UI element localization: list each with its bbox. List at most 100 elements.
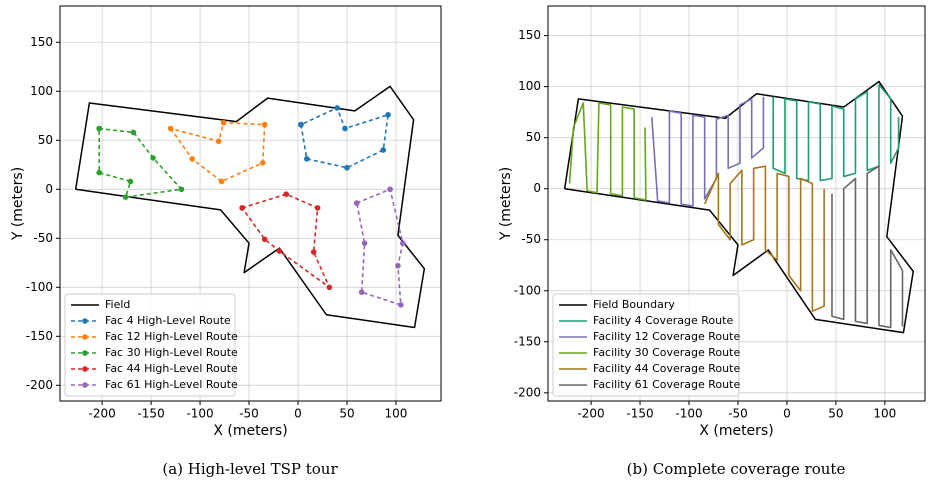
x-tick-label: -50 [239, 407, 259, 421]
x-tick-label: 50 [339, 407, 354, 421]
series-line [650, 96, 765, 207]
marker [259, 160, 266, 166]
x-tick-label: -150 [626, 407, 653, 421]
legend-label: Facility 44 Coverage Route [593, 362, 740, 375]
marker [276, 248, 283, 254]
y-tick-label: -200 [26, 378, 53, 392]
y-tick-label: 0 [533, 181, 541, 195]
y-tick-label: 50 [526, 130, 541, 144]
series-line [703, 165, 825, 312]
marker [215, 138, 222, 145]
series-line [74, 85, 426, 329]
marker [96, 169, 102, 176]
marker [387, 186, 393, 193]
legend-marker [82, 334, 88, 340]
x-tick-label: 0 [783, 407, 791, 421]
marker [314, 205, 321, 211]
legend-label: Facility 12 Coverage Route [593, 330, 740, 343]
y-axis-label: Y (meters) [498, 167, 514, 241]
legend-label: Fac 44 High-Level Route [105, 362, 238, 375]
marker [150, 155, 156, 161]
y-tick-label: 150 [518, 28, 541, 42]
y-tick-label: 100 [30, 84, 53, 98]
marker [398, 302, 404, 308]
marker [342, 125, 348, 132]
legend-label: Fac 30 High-Level Route [105, 346, 238, 359]
y-axis-label: Y (meters) [10, 167, 26, 241]
marker [130, 129, 137, 136]
axes-frame [547, 5, 926, 402]
x-tick-label: -200 [577, 407, 604, 421]
x-axis-label: X (meters) [213, 423, 287, 439]
marker [344, 164, 350, 171]
legend-marker [82, 318, 88, 324]
x-tick-label: -150 [137, 407, 164, 421]
marker [218, 178, 225, 185]
caption: (a) High-level TSP tour [162, 460, 338, 478]
series-line [831, 165, 904, 329]
y-tick-label: -150 [26, 329, 53, 343]
series-line [568, 102, 647, 201]
x-tick-label: -200 [88, 407, 115, 421]
series-line [300, 107, 389, 169]
marker [298, 121, 304, 128]
axes-frame [59, 5, 442, 402]
marker [96, 125, 102, 132]
legend-label: Field Boundary [593, 298, 675, 311]
marker [261, 236, 268, 243]
series-line [241, 193, 331, 289]
x-tick-label: -100 [186, 407, 213, 421]
legend-marker [82, 382, 88, 388]
marker [326, 284, 333, 291]
legend: Field Fac 4 High-Level Route Fac 12 High-L… [64, 293, 238, 397]
x-tick-label: -50 [728, 407, 748, 421]
legend-label: Fac 4 High-Level Route [105, 314, 231, 327]
marker [167, 125, 174, 132]
legend-label: Facility 4 Coverage Route [593, 314, 733, 327]
x-tick-label: 50 [828, 407, 843, 421]
y-tick-label: -100 [26, 280, 53, 294]
legend-box [64, 293, 236, 397]
y-tick-label: 150 [30, 35, 53, 49]
marker [395, 262, 401, 269]
legend-label: Fac 61 High-Level Route [105, 378, 238, 391]
legend-marker [82, 350, 88, 356]
marker [220, 119, 227, 126]
marker [189, 156, 196, 162]
legend: Field Boundary Facility 4 Coverage Route F… [552, 293, 740, 397]
plot: -200 -150 -100 -50 0 50 100 -200 -150 -100 -50 0 50 1… [10, 5, 442, 478]
legend-label: Facility 30 Coverage Route [593, 346, 740, 359]
marker [283, 191, 290, 197]
marker [239, 205, 245, 211]
legend-label: Field [105, 298, 130, 311]
series-line [355, 188, 404, 306]
y-tick-label: 100 [518, 79, 541, 93]
marker [304, 156, 310, 162]
y-tick-label: -50 [521, 232, 541, 246]
marker [353, 200, 360, 206]
marker [380, 147, 387, 153]
x-tick-label: 100 [873, 407, 896, 421]
marker [122, 194, 129, 200]
y-tick-label: -200 [514, 385, 541, 399]
marker [334, 105, 340, 111]
marker [358, 289, 365, 296]
y-tick-label: 50 [38, 133, 53, 147]
marker [310, 249, 317, 255]
legend-marker [82, 366, 88, 372]
series-line [563, 80, 914, 334]
marker [178, 186, 185, 193]
marker [385, 111, 391, 118]
y-tick-label: 0 [45, 182, 53, 196]
legend-box [552, 293, 740, 397]
y-tick-label: -150 [514, 334, 541, 348]
legend-label: Facility 61 Coverage Route [593, 378, 740, 391]
series-line [170, 121, 266, 183]
marker [261, 121, 268, 128]
x-tick-label: 100 [384, 407, 407, 421]
marker [400, 240, 406, 246]
legend-label: Fac 12 High-Level Route [105, 330, 238, 343]
y-tick-label: -100 [514, 283, 541, 297]
x-tick-label: -100 [675, 407, 702, 421]
